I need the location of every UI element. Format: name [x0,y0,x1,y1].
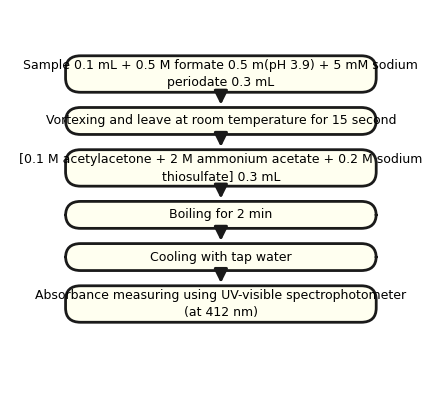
FancyBboxPatch shape [65,108,375,134]
FancyBboxPatch shape [65,243,375,271]
FancyBboxPatch shape [65,286,375,322]
Text: Vortexing and leave at room temperature for 15 second: Vortexing and leave at room temperature … [46,115,395,127]
Text: Absorbance measuring using UV-visible spectrophotometer
(at 412 nm): Absorbance measuring using UV-visible sp… [35,289,405,319]
Text: Boiling for 2 min: Boiling for 2 min [169,208,272,221]
FancyBboxPatch shape [65,150,375,186]
FancyBboxPatch shape [65,56,375,92]
Text: [0.1 M acetylacetone + 2 M ammonium acetate + 0.2 M sodium
thiosulfate] 0.3 mL: [0.1 M acetylacetone + 2 M ammonium acet… [19,153,421,183]
FancyBboxPatch shape [65,201,375,228]
Text: Sample 0.1 mL + 0.5 M formate 0.5 m(pH 3.9) + 5 mM sodium
periodate 0.3 mL: Sample 0.1 mL + 0.5 M formate 0.5 m(pH 3… [23,59,418,89]
Text: Cooling with tap water: Cooling with tap water [150,250,291,264]
